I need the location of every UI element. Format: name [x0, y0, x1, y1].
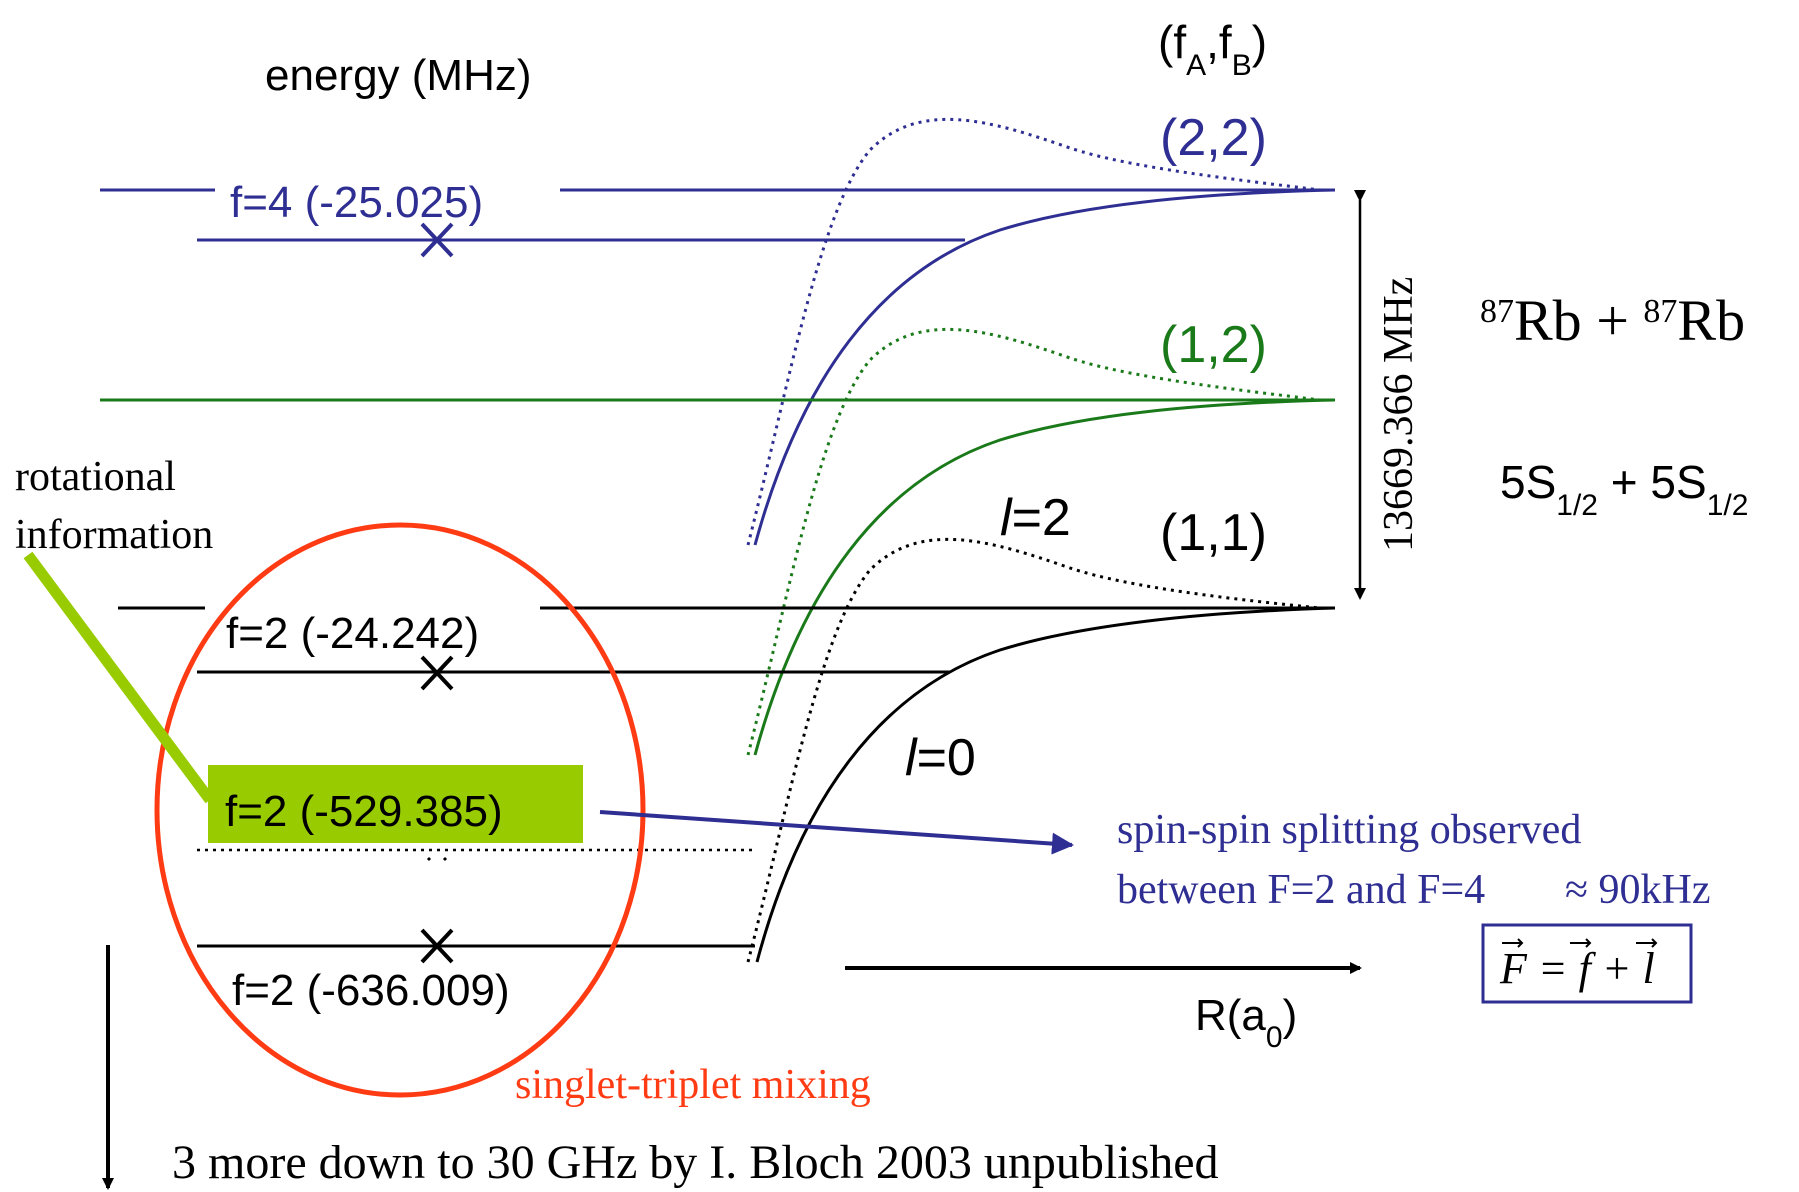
dotted-curve-1-1	[746, 537, 1321, 963]
upper-level-label-bg	[215, 168, 560, 218]
curve-label-l0: l=0	[905, 729, 976, 787]
channel-header: (fA,fB)	[1158, 16, 1267, 82]
formula-text: F = f + l	[1499, 944, 1655, 993]
cross-marker-f4	[420, 222, 454, 258]
potential-curve-1-2	[753, 398, 1336, 756]
rotational-label-line1: rotational	[15, 454, 176, 500]
vector-arrows	[1502, 938, 1658, 948]
upper-level-label: f=4 (-25.025)	[230, 178, 483, 227]
lower-level-label-3: f=2 (-636.009)	[232, 966, 510, 1015]
rotational-pointer-line	[23, 551, 215, 804]
potential-curve-2-2	[753, 188, 1336, 546]
cross-marker-f2-3	[420, 928, 454, 964]
small-dot-marker	[426, 856, 448, 862]
splitting-label: 13669.366 MHz	[1376, 277, 1422, 552]
r-axis-label: R(a0)	[1195, 991, 1297, 1054]
lower-level-label-1: f=2 (-24.242)	[226, 609, 479, 658]
channel-label-1-2: (1,2)	[1160, 316, 1267, 374]
channel-label-2-2: (2,2)	[1160, 109, 1267, 167]
spin-spin-value: ≈ 90kHz	[1565, 867, 1711, 913]
rotational-label-line2: information	[15, 512, 213, 558]
spin-spin-line2: between F=2 and F=4	[1117, 867, 1485, 913]
electronic-state-label: 5S1/2 + 5S1/2	[1500, 456, 1748, 522]
energy-axis-label: energy (MHz)	[265, 51, 532, 100]
formula-box	[1481, 923, 1693, 1004]
singlet-triplet-label: singlet-triplet mixing	[515, 1062, 871, 1108]
spin-spin-arrow	[599, 810, 1074, 855]
more-levels-note: 3 more down to 30 GHz by I. Bloch 2003 u…	[172, 1136, 1219, 1189]
highlighted-level-box	[208, 765, 583, 843]
dotted-curve-2-2	[746, 117, 1321, 546]
singlet-triplet-ellipse	[154, 522, 646, 1098]
potential-curve-1-1	[755, 606, 1336, 963]
channel-label-1-1: (1,1)	[1160, 504, 1267, 562]
dotted-curve-1-2	[746, 327, 1321, 756]
spin-spin-line1: spin-spin splitting observed	[1117, 807, 1581, 853]
lower-level-label-2: f=2 (-529.385)	[225, 787, 503, 836]
cross-marker-f2-1	[420, 655, 454, 691]
curve-label-l2: l=2	[1000, 489, 1071, 547]
atom-pair-label: 87Rb + 87Rb	[1480, 288, 1745, 353]
